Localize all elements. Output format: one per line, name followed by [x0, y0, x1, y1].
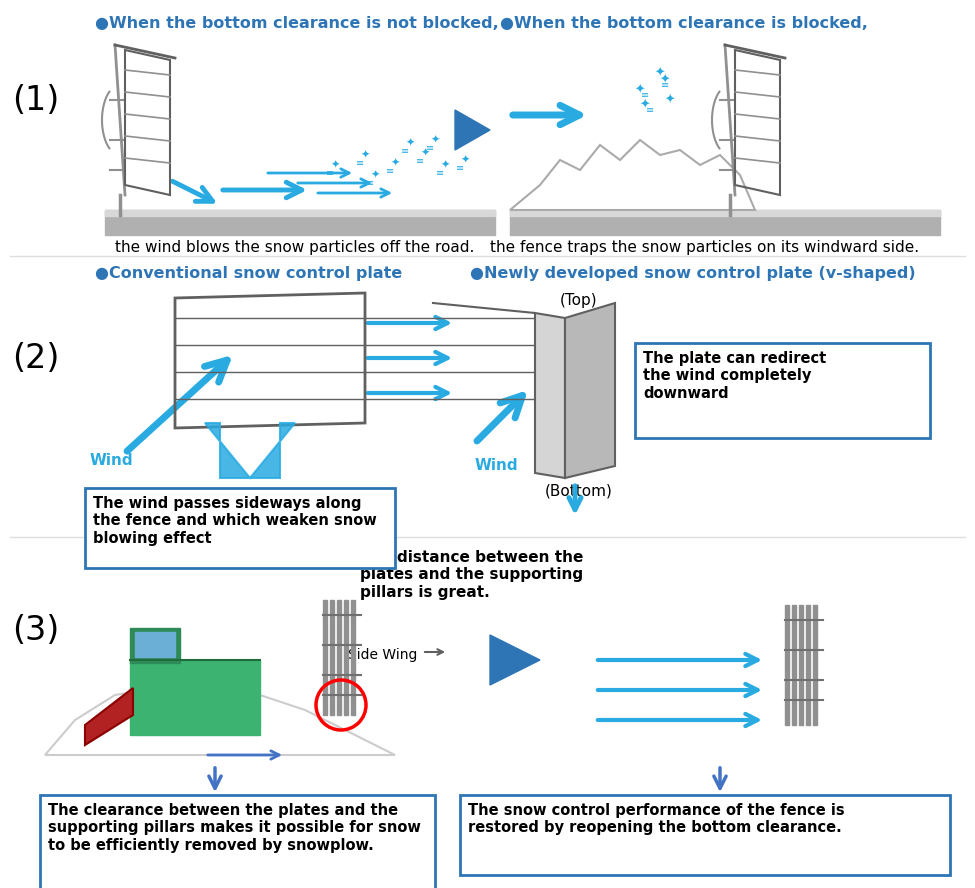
Text: ≡: ≡ — [356, 158, 364, 168]
Bar — [510, 210, 940, 216]
Text: Wind: Wind — [90, 453, 134, 468]
Polygon shape — [510, 140, 755, 210]
FancyBboxPatch shape — [135, 632, 175, 657]
Text: (1): (1) — [12, 83, 59, 116]
Bar — [323, 600, 327, 715]
Bar — [344, 600, 347, 715]
Text: ●Newly developed snow control plate (v-shaped): ●Newly developed snow control plate (v-s… — [470, 266, 916, 281]
Text: ✦: ✦ — [420, 148, 430, 158]
Polygon shape — [490, 635, 540, 685]
Text: ✦: ✦ — [390, 158, 400, 168]
Text: ≡: ≡ — [416, 156, 424, 166]
FancyBboxPatch shape — [130, 660, 260, 735]
Text: Wind: Wind — [475, 458, 519, 473]
Text: ✦: ✦ — [430, 135, 440, 145]
Text: The distance between the
plates and the supporting
pillars is great.: The distance between the plates and the … — [360, 550, 583, 599]
Bar — [351, 600, 355, 715]
Text: ≡: ≡ — [645, 105, 654, 115]
Text: ●When the bottom clearance is not blocked,: ●When the bottom clearance is not blocke… — [95, 16, 499, 31]
Text: ≡: ≡ — [426, 143, 434, 153]
Bar — [105, 210, 495, 235]
Text: ✦: ✦ — [370, 170, 379, 180]
Polygon shape — [565, 303, 615, 478]
Bar — [792, 605, 796, 725]
Polygon shape — [455, 110, 490, 150]
Text: The plate can redirect
the wind completely
downward: The plate can redirect the wind complete… — [643, 351, 826, 400]
Text: The clearance between the plates and the
supporting pillars makes it possible fo: The clearance between the plates and the… — [48, 803, 421, 852]
Text: ≡: ≡ — [386, 166, 394, 176]
Text: ≡: ≡ — [456, 163, 464, 173]
Bar — [813, 605, 816, 725]
Text: ✦: ✦ — [460, 155, 470, 165]
Bar — [785, 605, 789, 725]
Polygon shape — [205, 423, 295, 478]
Text: (3): (3) — [12, 614, 59, 646]
FancyBboxPatch shape — [635, 343, 930, 438]
Text: ✦: ✦ — [635, 83, 645, 97]
Text: (Bottom): (Bottom) — [545, 483, 613, 498]
Text: The wind passes sideways along
the fence and which weaken snow
blowing effect: The wind passes sideways along the fence… — [93, 496, 376, 546]
Text: ●When the bottom clearance is blocked,: ●When the bottom clearance is blocked, — [500, 16, 868, 31]
Text: ●Conventional snow control plate: ●Conventional snow control plate — [95, 266, 403, 281]
Text: ✦: ✦ — [660, 74, 670, 86]
Text: (Top): (Top) — [560, 293, 598, 308]
Text: ✦: ✦ — [441, 160, 449, 170]
Text: ≡: ≡ — [326, 168, 334, 178]
Text: ✦: ✦ — [655, 67, 665, 80]
Bar — [806, 605, 809, 725]
Text: ≡: ≡ — [661, 80, 669, 90]
Text: ✦: ✦ — [331, 160, 339, 170]
Text: Side Wing: Side Wing — [348, 648, 417, 662]
Text: (2): (2) — [12, 342, 59, 375]
Text: the wind blows the snow particles off the road.: the wind blows the snow particles off th… — [115, 240, 475, 255]
Polygon shape — [85, 688, 133, 745]
Text: ✦: ✦ — [406, 138, 414, 148]
FancyBboxPatch shape — [460, 795, 950, 875]
Bar — [337, 600, 340, 715]
Polygon shape — [45, 685, 395, 755]
Text: the fence traps the snow particles on its windward side.: the fence traps the snow particles on it… — [490, 240, 919, 255]
Polygon shape — [535, 313, 565, 478]
FancyBboxPatch shape — [130, 628, 180, 663]
Text: ✦: ✦ — [640, 99, 650, 112]
Bar — [330, 600, 333, 715]
Text: ✦: ✦ — [361, 150, 370, 160]
Text: ≡: ≡ — [366, 178, 374, 188]
Bar — [105, 210, 495, 216]
Text: The snow control performance of the fence is
restored by reopening the bottom cl: The snow control performance of the fenc… — [468, 803, 844, 836]
Bar — [799, 605, 802, 725]
Text: ≡: ≡ — [436, 168, 444, 178]
FancyBboxPatch shape — [85, 488, 395, 568]
Text: ✦: ✦ — [665, 93, 676, 107]
Text: ≡: ≡ — [641, 90, 649, 100]
FancyBboxPatch shape — [40, 795, 435, 888]
Text: ≡: ≡ — [401, 146, 410, 156]
Bar — [510, 210, 940, 235]
